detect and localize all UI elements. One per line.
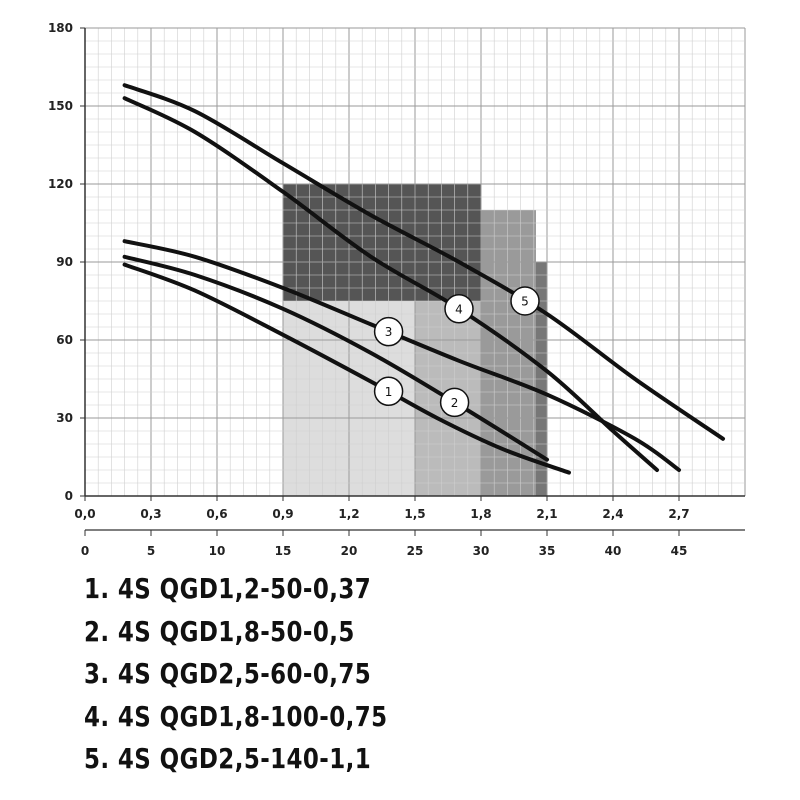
x-tick-label: 2,1 xyxy=(536,507,557,521)
legend: 1. 4S QGD1,2-50-0,37 2. 4S QGD1,8-50-0,5… xyxy=(84,568,454,781)
x-tick-label: 0,9 xyxy=(272,507,293,521)
x2-tick-label: 20 xyxy=(341,544,358,558)
y-tick-label: 30 xyxy=(56,411,73,425)
x2-tick-label: 10 xyxy=(209,544,226,558)
legend-item-1: 1. 4S QGD1,2-50-0,37 xyxy=(84,572,372,605)
curve-marker-label-1: 1 xyxy=(385,385,393,399)
curve-marker-label-2: 2 xyxy=(451,396,459,410)
x2-tick-label: 25 xyxy=(407,544,424,558)
curve-marker-2 xyxy=(439,387,470,418)
curve-marker-label-3: 3 xyxy=(385,325,393,339)
x2-tick-label: 45 xyxy=(671,544,688,558)
legend-item-4: 4. 4S QGD1,8-100-0,75 xyxy=(84,699,388,733)
curve-marker-label-4: 4 xyxy=(455,302,463,316)
curve-1 xyxy=(122,262,571,475)
y-tick-label: 60 xyxy=(56,333,73,347)
x-tick-label: 0,0 xyxy=(74,507,95,521)
x2-tick-label: 0 xyxy=(81,544,89,558)
curve-marker-4 xyxy=(444,294,474,324)
x-tick-label: 0,3 xyxy=(140,507,161,521)
y-tick-label: 180 xyxy=(48,21,73,35)
curve-marker-5 xyxy=(510,286,540,316)
x2-tick-label: 5 xyxy=(147,544,155,558)
x2-tick-label: 15 xyxy=(275,544,292,558)
curve-marker-3 xyxy=(373,316,404,347)
curve-3 xyxy=(122,239,681,472)
y-tick-label: 150 xyxy=(48,99,73,113)
curve-markers: 1 2 3 4 5 xyxy=(373,286,540,418)
x-tick-label: 1,2 xyxy=(338,507,359,521)
y-tick-label: 0 xyxy=(65,489,73,503)
x-tick-label: 0,6 xyxy=(206,507,227,521)
curve-marker-1 xyxy=(373,376,404,407)
curve-marker-label-5: 5 xyxy=(521,295,529,309)
legend-item-3: 3. 4S QGD2,5-60-0,75 xyxy=(84,657,372,690)
x-tick-label: 2,4 xyxy=(602,507,623,521)
y-tick-label: 90 xyxy=(56,255,73,269)
curve-5 xyxy=(122,83,725,441)
legend-item-2: 2. 4S QGD1,8-50-0,5 xyxy=(84,614,355,648)
x-tick-label: 2,7 xyxy=(668,507,689,521)
legend-item-5: 5. 4S QGD2,5-140-1,1 xyxy=(84,742,372,775)
curve-2 xyxy=(122,254,549,462)
y-tick-label: 120 xyxy=(48,177,73,191)
x2-tick-label: 30 xyxy=(473,544,490,558)
curve-4 xyxy=(122,96,659,472)
x-tick-label: 1,8 xyxy=(470,507,491,521)
x-tick-label: 1,5 xyxy=(404,507,425,521)
x2-tick-label: 35 xyxy=(539,544,556,558)
curves xyxy=(122,83,725,475)
grid xyxy=(84,27,746,497)
x2-tick-label: 40 xyxy=(605,544,622,558)
